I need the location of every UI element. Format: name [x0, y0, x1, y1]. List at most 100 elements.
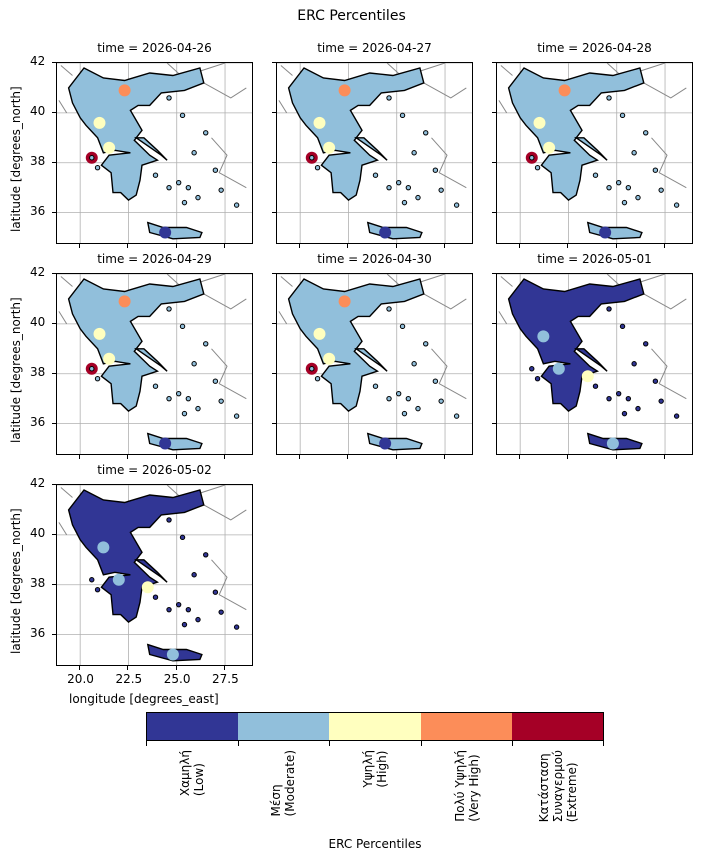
x-tickmark — [347, 244, 349, 248]
erc-patch — [379, 437, 392, 450]
erc-patch — [93, 116, 106, 129]
erc-patch — [159, 226, 172, 239]
island — [152, 172, 159, 178]
erc-patch — [166, 648, 179, 661]
y-tick-label: 36 — [30, 625, 46, 640]
island — [432, 378, 439, 384]
y-tickmark — [52, 533, 56, 535]
island — [401, 199, 408, 206]
panel-title: time = 2026-04-27 — [317, 41, 432, 55]
y-tickmark — [52, 211, 56, 213]
border-line — [58, 311, 68, 325]
y-tickmark — [272, 211, 276, 213]
border-line — [211, 137, 247, 189]
land-region — [287, 67, 425, 201]
border-line — [60, 276, 73, 287]
island — [401, 410, 408, 417]
land-region — [67, 67, 205, 201]
x-tickmark — [615, 455, 617, 459]
y-tickmark — [52, 273, 56, 274]
colorbar-label: Κατάσταση Συναγερμού (Extreme) — [537, 750, 580, 823]
island — [179, 534, 186, 541]
island — [606, 395, 612, 402]
erc-patch — [543, 141, 556, 154]
island — [89, 577, 95, 583]
island — [181, 410, 188, 417]
border-line — [211, 559, 247, 611]
erc-patch — [379, 226, 392, 239]
y-tickmark — [52, 62, 56, 63]
erc-patch — [323, 141, 336, 154]
y-tickmark — [492, 422, 496, 424]
erc-patch — [533, 116, 546, 129]
erc-patch — [118, 295, 131, 308]
island — [152, 383, 159, 389]
colorbar-tickmark — [603, 741, 604, 746]
land-region — [366, 221, 423, 240]
border-line — [58, 100, 68, 114]
island — [233, 202, 240, 208]
island — [179, 323, 186, 330]
y-tickmark — [492, 211, 496, 213]
island — [314, 376, 321, 382]
colorbar-tickmark — [420, 741, 422, 746]
x-tickmark — [299, 455, 301, 459]
island — [643, 130, 649, 136]
border-line — [60, 487, 73, 498]
land-region — [586, 221, 643, 240]
colorbar-tickmark — [512, 741, 514, 746]
x-tickmark — [79, 666, 81, 670]
island — [529, 366, 535, 372]
y-tickmark — [272, 62, 276, 63]
island — [166, 395, 172, 402]
x-tickmark — [519, 455, 521, 459]
border-line — [498, 311, 508, 325]
land-region — [507, 67, 645, 201]
island — [372, 172, 379, 178]
x-tickmark — [615, 244, 617, 248]
erc-patch — [338, 295, 351, 308]
island — [405, 395, 412, 402]
border-line — [431, 348, 467, 400]
colorbar-swatch — [147, 713, 239, 740]
island — [166, 95, 172, 101]
panel-title: time = 2026-04-28 — [537, 41, 652, 55]
y-tickmark — [272, 322, 276, 324]
island — [386, 184, 392, 191]
y-tick-label: 42 — [30, 265, 46, 279]
island — [218, 609, 224, 615]
colorbar-tickmark — [237, 741, 239, 746]
panel-title: time = 2026-04-30 — [317, 252, 432, 266]
island — [635, 405, 641, 412]
island — [643, 341, 649, 347]
island — [386, 306, 392, 312]
island — [453, 413, 460, 419]
erc-patch — [606, 437, 619, 450]
land-region — [507, 278, 645, 412]
y-tickmark — [52, 111, 56, 113]
map-panel — [56, 62, 253, 244]
x-tickmark — [127, 244, 129, 248]
island — [191, 361, 197, 367]
map-svg — [497, 274, 692, 454]
x-tickmark — [224, 666, 226, 670]
x-tickmark — [567, 455, 569, 459]
map-svg — [277, 274, 472, 454]
colorbar-swatch — [238, 713, 330, 740]
land-region — [353, 137, 388, 161]
y-tickmark — [52, 322, 56, 324]
island — [386, 95, 392, 101]
erc-patch — [118, 84, 131, 97]
erc-patch — [93, 327, 106, 340]
island — [175, 179, 182, 186]
x-tick-label: 20.0 — [67, 672, 94, 686]
island — [94, 587, 101, 593]
island — [166, 306, 172, 312]
y-tickmark — [492, 372, 496, 374]
x-tickmark — [299, 244, 301, 248]
island — [411, 361, 417, 367]
island — [212, 378, 219, 384]
x-tickmark — [664, 244, 666, 248]
island — [175, 601, 182, 608]
border-line — [280, 65, 293, 76]
